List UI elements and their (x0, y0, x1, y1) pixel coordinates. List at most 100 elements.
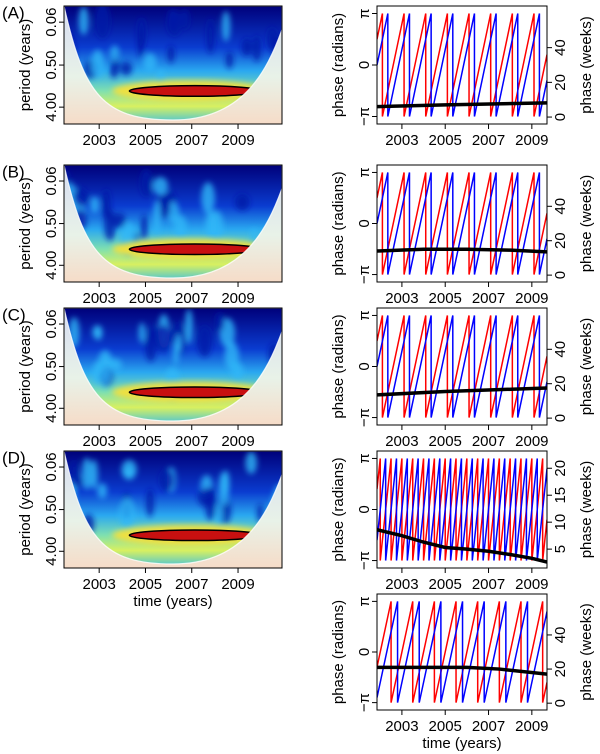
x-tick-label: 2007 (472, 576, 505, 593)
heatmap-blob (218, 471, 229, 507)
y2-tick-label: 0 (552, 414, 569, 422)
y-axis-label: period (years) (17, 320, 34, 413)
x-tick-label: 2005 (429, 433, 462, 450)
heatmap-blob (205, 486, 216, 521)
y2-tick-label: 40 (552, 627, 569, 644)
y2-tick-label: 20 (552, 232, 569, 249)
plot-frame (376, 307, 548, 426)
heatmap-blob (108, 358, 122, 372)
cone-edge (64, 165, 282, 279)
y-tick-label: 0.50 (43, 209, 60, 238)
plot-frame (63, 307, 283, 426)
heatmap-blob (184, 309, 193, 345)
y-tick-label: −π (356, 551, 373, 570)
phase-line (377, 13, 547, 117)
heatmap-blob (245, 451, 257, 475)
heatmap-blob (78, 6, 89, 36)
heatmap-blob (81, 457, 92, 490)
y2-tick-label: 20 (552, 661, 569, 678)
heatmap-blob (205, 211, 217, 239)
heatmap-blob (167, 9, 177, 34)
heatmap-blob (224, 341, 239, 371)
heatmap-blob (119, 61, 133, 76)
x-tick-label: 2005 (129, 433, 162, 450)
y2-tick-label: 0 (552, 699, 569, 707)
y2-tick-label: 40 (552, 341, 569, 358)
heatmap-blob (174, 215, 187, 238)
heatmap-blob (234, 193, 250, 211)
heatmap-blob (252, 35, 261, 62)
x-tick-label: 2003 (82, 290, 115, 307)
heatmap-blob (241, 37, 252, 57)
x-tick-label: 2005 (129, 290, 162, 307)
plot-area (64, 308, 282, 425)
y2-tick-label: 0 (552, 113, 569, 121)
plot-frame (63, 164, 283, 283)
x-tick-label: 2003 (385, 290, 418, 307)
x-tick-label: 2009 (221, 132, 254, 149)
heatmap-blob (215, 503, 223, 531)
x-tick-label: 2009 (221, 576, 254, 593)
plot-frame (63, 5, 283, 125)
y-tick-label: 0.06 (43, 452, 60, 481)
heatmap-blob (197, 325, 212, 357)
y-tick-label: −π (356, 265, 373, 284)
plot-frame (376, 164, 548, 283)
x-tick-label: 2009 (515, 576, 548, 593)
x-axis-label: time (years) (422, 735, 501, 752)
heatmap-blob (159, 468, 175, 492)
x-tick-label: 2007 (175, 576, 208, 593)
x-tick-label: 2009 (221, 433, 254, 450)
heatmap-blob (97, 483, 108, 499)
heatmap-blob (147, 326, 157, 340)
plot-area (377, 13, 547, 117)
heatmap-band (128, 84, 261, 98)
y-tick-label: 0.06 (43, 166, 60, 195)
x-tick-label: 2007 (472, 290, 505, 307)
x-axis-label: time (years) (133, 593, 212, 610)
heatmap-blob (140, 169, 153, 197)
heatmap-blob (206, 18, 215, 54)
x-tick-label: 2003 (385, 132, 418, 149)
y-tick-label: 0.06 (43, 8, 60, 37)
plot-area (377, 601, 547, 703)
y2-tick-label: 0 (552, 271, 569, 279)
x-tick-label: 2005 (429, 718, 462, 735)
phase-line (377, 458, 547, 561)
heatmap-cone (64, 165, 282, 278)
heatmap-blob (110, 65, 118, 79)
y2-axis-label: phase (weeks) (578, 318, 595, 416)
heatmap-blob (94, 6, 111, 39)
cone-edge (64, 451, 282, 565)
y-tick-label: 4.00 (43, 93, 60, 122)
heatmap-blob (157, 191, 171, 219)
heatmap-blob (110, 45, 120, 62)
plot-frame (376, 450, 548, 569)
y2-tick-label: 5 (552, 545, 569, 553)
y-axis-label: phase (radians) (330, 13, 347, 117)
y-tick-label: 0 (356, 61, 373, 69)
y-tick-label: 0.06 (43, 309, 60, 338)
x-tick-label: 2005 (429, 576, 462, 593)
heatmap-blob (201, 182, 215, 214)
phase-line (377, 601, 547, 703)
phase-weeks-line (377, 386, 547, 397)
y-tick-label: −π (356, 408, 373, 427)
heatmap-band (128, 243, 261, 256)
plot-area (64, 6, 282, 124)
y-tick-label: π (356, 310, 373, 320)
phase-line (377, 315, 547, 418)
heatmap-blob (225, 51, 234, 69)
y-tick-label: 0.50 (43, 50, 60, 79)
heatmap-blob (103, 208, 116, 241)
heatmap-blob (221, 11, 231, 42)
x-tick-label: 2003 (385, 718, 418, 735)
y-tick-label: 0 (356, 505, 373, 513)
plot-area (377, 172, 547, 275)
panel-label: (D) (2, 448, 26, 467)
phase-line (377, 172, 547, 275)
y-tick-label: 0 (356, 648, 373, 656)
heatmap-blob (91, 49, 105, 78)
heatmap-blob (95, 327, 103, 341)
phase-weeks-line (377, 528, 547, 564)
